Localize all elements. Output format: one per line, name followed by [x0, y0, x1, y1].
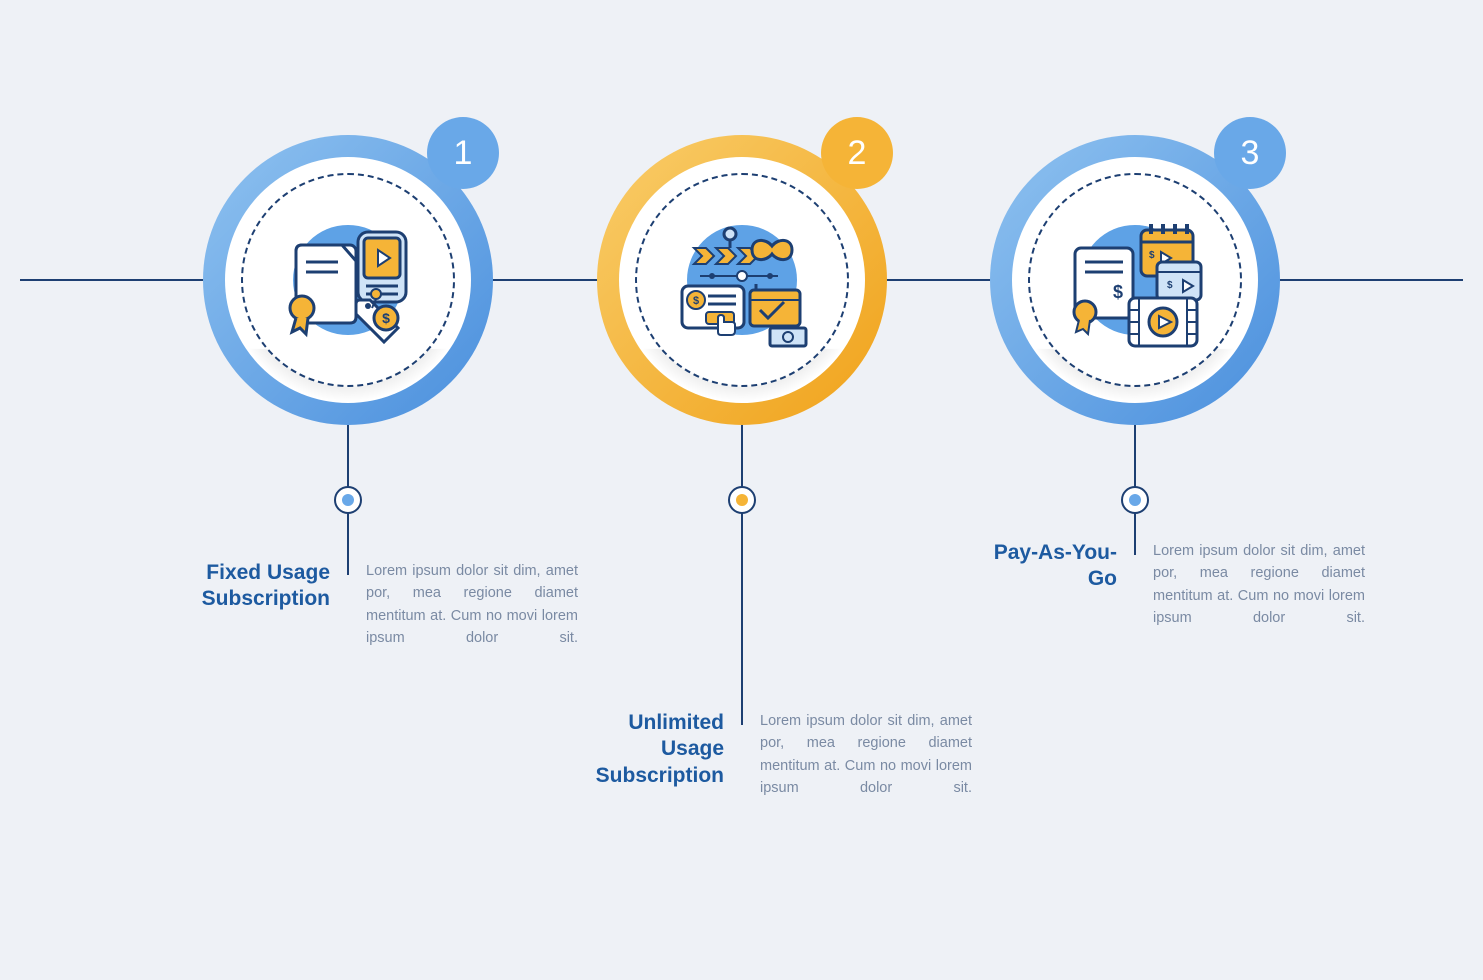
connector-dot [334, 486, 362, 514]
step-label-block: Unlimited Usage SubscriptionLorem ipsum … [572, 710, 972, 800]
connector-line [741, 425, 743, 725]
step-description: Lorem ipsum dolor sit dim, amet por, mea… [348, 560, 578, 650]
step-label-block: Pay-As-You-GoLorem ipsum dolor sit dim, … [965, 540, 1365, 630]
connector-dot [1121, 486, 1149, 514]
step-title: Unlimited Usage Subscription [572, 710, 742, 789]
step-title: Fixed Usage Subscription [178, 560, 348, 613]
step-number-badge: 2 [821, 117, 893, 189]
step-circle-3: 3 [990, 135, 1280, 425]
unlimited-icon [652, 190, 832, 370]
payg-icon [1045, 190, 1225, 370]
step-circle-1: 1 [203, 135, 493, 425]
fixed-icon [258, 190, 438, 370]
step-label-block: Fixed Usage SubscriptionLorem ipsum dolo… [178, 560, 578, 650]
connector-dot [728, 486, 756, 514]
step-title: Pay-As-You-Go [965, 540, 1135, 593]
step-number-badge: 3 [1214, 117, 1286, 189]
step-number-badge: 1 [427, 117, 499, 189]
step-description: Lorem ipsum dolor sit dim, amet por, mea… [742, 710, 972, 800]
step-description: Lorem ipsum dolor sit dim, amet por, mea… [1135, 540, 1365, 630]
step-circle-2: 2 [597, 135, 887, 425]
